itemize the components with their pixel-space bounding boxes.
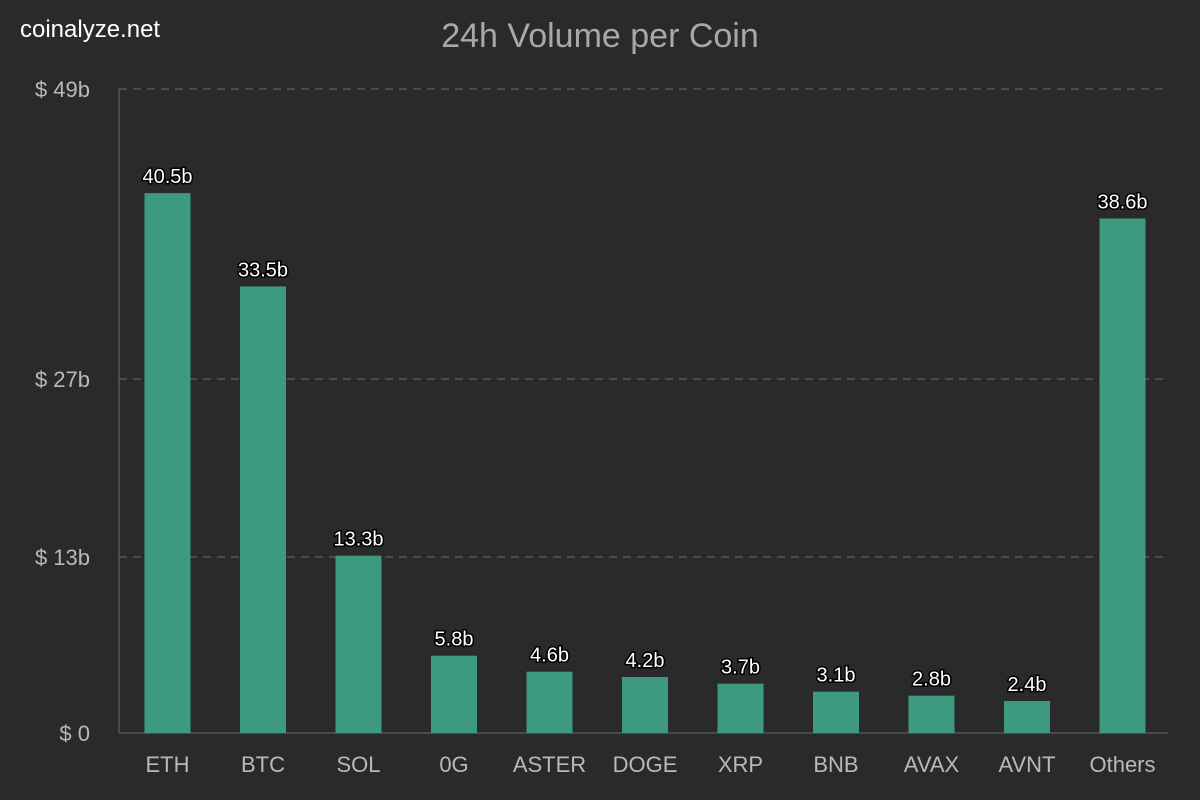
data-label: 2.8b	[912, 669, 951, 691]
data-label: 33.5b	[238, 259, 288, 281]
bar-doge	[622, 677, 668, 733]
data-label: 3.1b	[817, 665, 856, 687]
bar-avax	[908, 695, 955, 733]
data-label: 3.7b	[721, 657, 760, 679]
bar-aster	[526, 671, 573, 733]
chart-title: 24h Volume per Coin	[441, 17, 759, 55]
bar-0g	[431, 655, 477, 733]
bar-btc	[240, 286, 286, 733]
x-tick-label: BNB	[813, 752, 858, 777]
bar-avnt	[1004, 701, 1050, 733]
data-label: 38.6b	[1097, 191, 1147, 213]
x-tick-label: ASTER	[513, 752, 586, 777]
data-label: 13.3b	[333, 529, 383, 551]
y-tick-label: $ 13b	[35, 545, 90, 570]
x-tick-label: 0G	[439, 752, 468, 777]
x-tick-label: AVAX	[904, 752, 960, 777]
data-label: 4.6b	[530, 645, 569, 667]
data-label: 2.4b	[1008, 674, 1047, 696]
bar-xrp	[717, 683, 764, 733]
bar-others	[1099, 218, 1146, 733]
x-tick-label: SOL	[336, 752, 380, 777]
x-tick-label: AVNT	[998, 752, 1055, 777]
bar-eth	[144, 193, 191, 733]
data-label: 5.8b	[435, 629, 474, 651]
data-label: 40.5b	[142, 166, 192, 188]
x-tick-label: ETH	[146, 752, 190, 777]
y-tick-label: $ 27b	[35, 367, 90, 392]
bar-sol	[335, 555, 382, 733]
y-tick-label: $ 49b	[35, 77, 90, 102]
y-tick-label: $ 0	[59, 721, 90, 746]
x-tick-label: XRP	[718, 752, 763, 777]
data-label: 4.2b	[626, 650, 665, 672]
x-tick-label: BTC	[241, 752, 285, 777]
x-tick-label: DOGE	[613, 752, 678, 777]
bar-bnb	[813, 691, 859, 733]
x-tick-label: Others	[1089, 752, 1155, 777]
brand-watermark: coinalyze.net	[20, 16, 161, 43]
